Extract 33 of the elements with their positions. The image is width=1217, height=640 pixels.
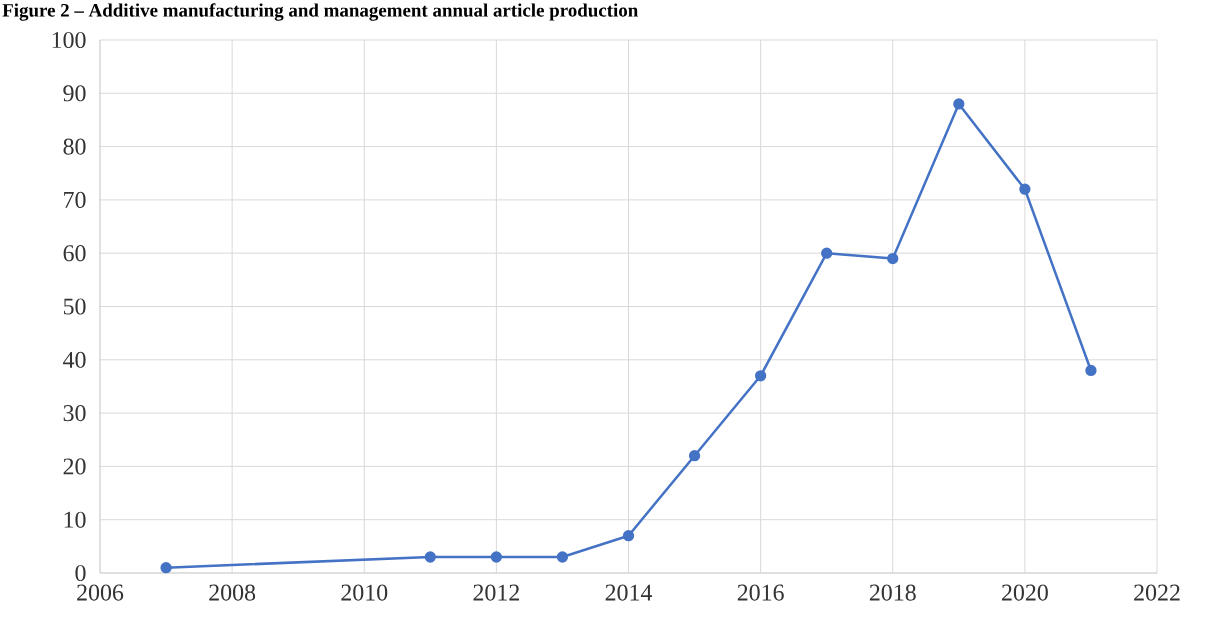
x-tick-label: 2006 (77, 584, 124, 601)
point (688, 450, 701, 462)
y-tick-label: 30 (63, 405, 86, 422)
x-tick-label: 2016 (737, 584, 784, 601)
y-tick-label: 50 (63, 298, 86, 315)
y-tick-label: 80 (63, 138, 86, 155)
point (160, 562, 172, 574)
point (755, 370, 767, 382)
chart-title: Figure 2 – Additive manufacturing and management annual article production (2, 3, 638, 21)
point (953, 98, 965, 110)
y-tick-label: 90 (63, 85, 86, 102)
y-tick-label: 10 (64, 511, 86, 528)
x-tick-label: 2022 (1134, 584, 1180, 601)
x-tick-label: 2010 (341, 584, 388, 601)
y-tick-label: 70 (64, 191, 86, 208)
point (1019, 183, 1031, 195)
y-tick-label: 20 (63, 458, 86, 475)
point (490, 551, 503, 563)
x-tick-label: 2014 (605, 584, 653, 601)
x-tick-label: 2020 (1002, 584, 1048, 601)
point (556, 551, 569, 563)
point (622, 530, 635, 542)
y-tick-label: 40 (63, 351, 86, 368)
y-tick-label: 100 (52, 31, 86, 49)
x-tick-label: 2008 (209, 584, 256, 601)
y-tick-label: 0 (75, 564, 86, 582)
y-tick-label: 60 (63, 245, 86, 262)
x-tick-label: 2018 (869, 584, 916, 601)
point (424, 551, 436, 563)
x-tick-label: 2012 (473, 584, 519, 601)
point (887, 252, 899, 265)
point (1085, 364, 1097, 377)
point (821, 247, 833, 259)
